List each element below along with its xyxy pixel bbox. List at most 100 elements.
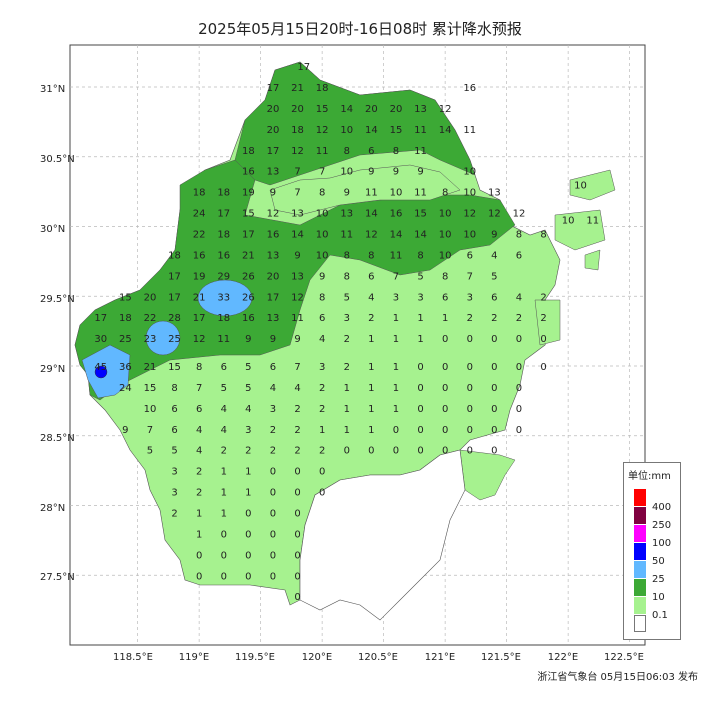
station-value: 0 [491,383,497,394]
station-value: 11 [316,146,329,157]
station-value: 2 [319,383,325,394]
station-value: 19 [242,188,255,199]
station-value: 17 [297,62,310,73]
station-value: 8 [344,146,350,157]
station-value: 0 [417,446,423,457]
station-value: 0 [270,550,276,561]
station-value: 21 [193,292,206,303]
station-value: 6 [368,271,374,282]
station-value: 12 [439,104,452,115]
station-value: 8 [442,188,448,199]
station-value: 0 [467,446,473,457]
station-value: 21 [144,362,157,373]
station-value: 11 [414,125,427,136]
station-value: 0 [516,334,522,345]
station-value: 11 [217,334,230,345]
map-title: 2025年05月15日20时-16日08时 累计降水预报 [198,20,522,38]
station-value: 3 [270,404,276,415]
station-value: 15 [119,292,132,303]
station-value: 1 [368,404,374,415]
legend-swatch-red [634,489,646,506]
station-value: 12 [291,292,304,303]
station-value: 8 [319,188,325,199]
station-value: 18 [217,229,230,240]
station-value: 18 [193,188,206,199]
station-value: 16 [217,250,230,261]
station-value: 1 [245,467,251,478]
station-value: 0 [270,488,276,499]
station-value: 11 [586,216,599,227]
station-value: 8 [393,146,399,157]
station-value: 0 [491,425,497,436]
station-value: 0 [245,508,251,519]
station-value: 14 [291,229,304,240]
station-value: 11 [414,188,427,199]
station-value: 0 [491,334,497,345]
y-tick-30n: 30°N [40,224,66,235]
station-value: 2 [294,446,300,457]
station-value: 7 [196,383,202,394]
station-value: 12 [488,209,501,220]
station-value: 4 [196,446,202,457]
station-value: 21 [291,83,304,94]
station-value: 14 [365,125,378,136]
station-value: 15 [242,209,255,220]
small-island-b [534,299,561,346]
station-value: 0 [516,425,522,436]
station-value: 20 [291,104,304,115]
station-value: 18 [217,313,230,324]
station-value: 6 [491,292,497,303]
y-tick-29n: 29°N [40,364,66,375]
station-value: 3 [344,313,350,324]
station-value: 6 [467,250,473,261]
legend-label-10: 10 [652,592,665,603]
station-value: 6 [171,404,177,415]
station-value: 6 [516,250,522,261]
station-value: 22 [144,313,157,324]
station-value: 11 [291,313,304,324]
station-value: 4 [221,425,227,436]
station-value: 10 [316,229,329,240]
legend-label-400: 400 [652,502,672,513]
station-value: 3 [245,425,251,436]
station-value: 24 [193,209,206,220]
station-value: 0 [540,334,546,345]
station-value: 21 [242,250,255,261]
station-value: 1 [344,383,350,394]
station-value: 10 [439,229,452,240]
station-value: 8 [368,250,374,261]
station-value: 3 [417,292,423,303]
station-value: 2 [196,467,202,478]
station-value: 8 [516,229,522,240]
y-tick-30-5n: 30.5°N [40,154,75,165]
station-value: 19 [193,271,206,282]
station-value: 15 [414,209,427,220]
station-value: 10 [316,209,329,220]
station-value: 9 [491,229,497,240]
station-value: 17 [168,271,181,282]
station-value: 17 [267,146,280,157]
legend-box: 单位:mm 400 250 100 50 25 10 0.1 [623,462,681,640]
station-value: 8 [442,271,448,282]
station-value: 11 [414,146,427,157]
station-value: 0 [270,467,276,478]
station-value: 4 [221,404,227,415]
x-tick-119e: 119°E [178,652,210,663]
station-value: 5 [491,271,497,282]
station-value: 0 [467,362,473,373]
station-value: 16 [242,167,255,178]
station-value: 2 [540,292,546,303]
station-value: 17 [217,209,230,220]
y-tick-28n: 28°N [40,503,66,514]
station-value: 0 [294,571,300,582]
y-tick-29-5n: 29.5°N [40,294,75,305]
station-value: 5 [417,271,423,282]
station-value: 9 [270,334,276,345]
station-value: 15 [390,125,403,136]
station-value: 0 [294,550,300,561]
station-value: 0 [270,508,276,519]
station-value: 3 [467,292,473,303]
x-tick-120e: 120°E [301,652,333,663]
station-value: 0 [442,404,448,415]
